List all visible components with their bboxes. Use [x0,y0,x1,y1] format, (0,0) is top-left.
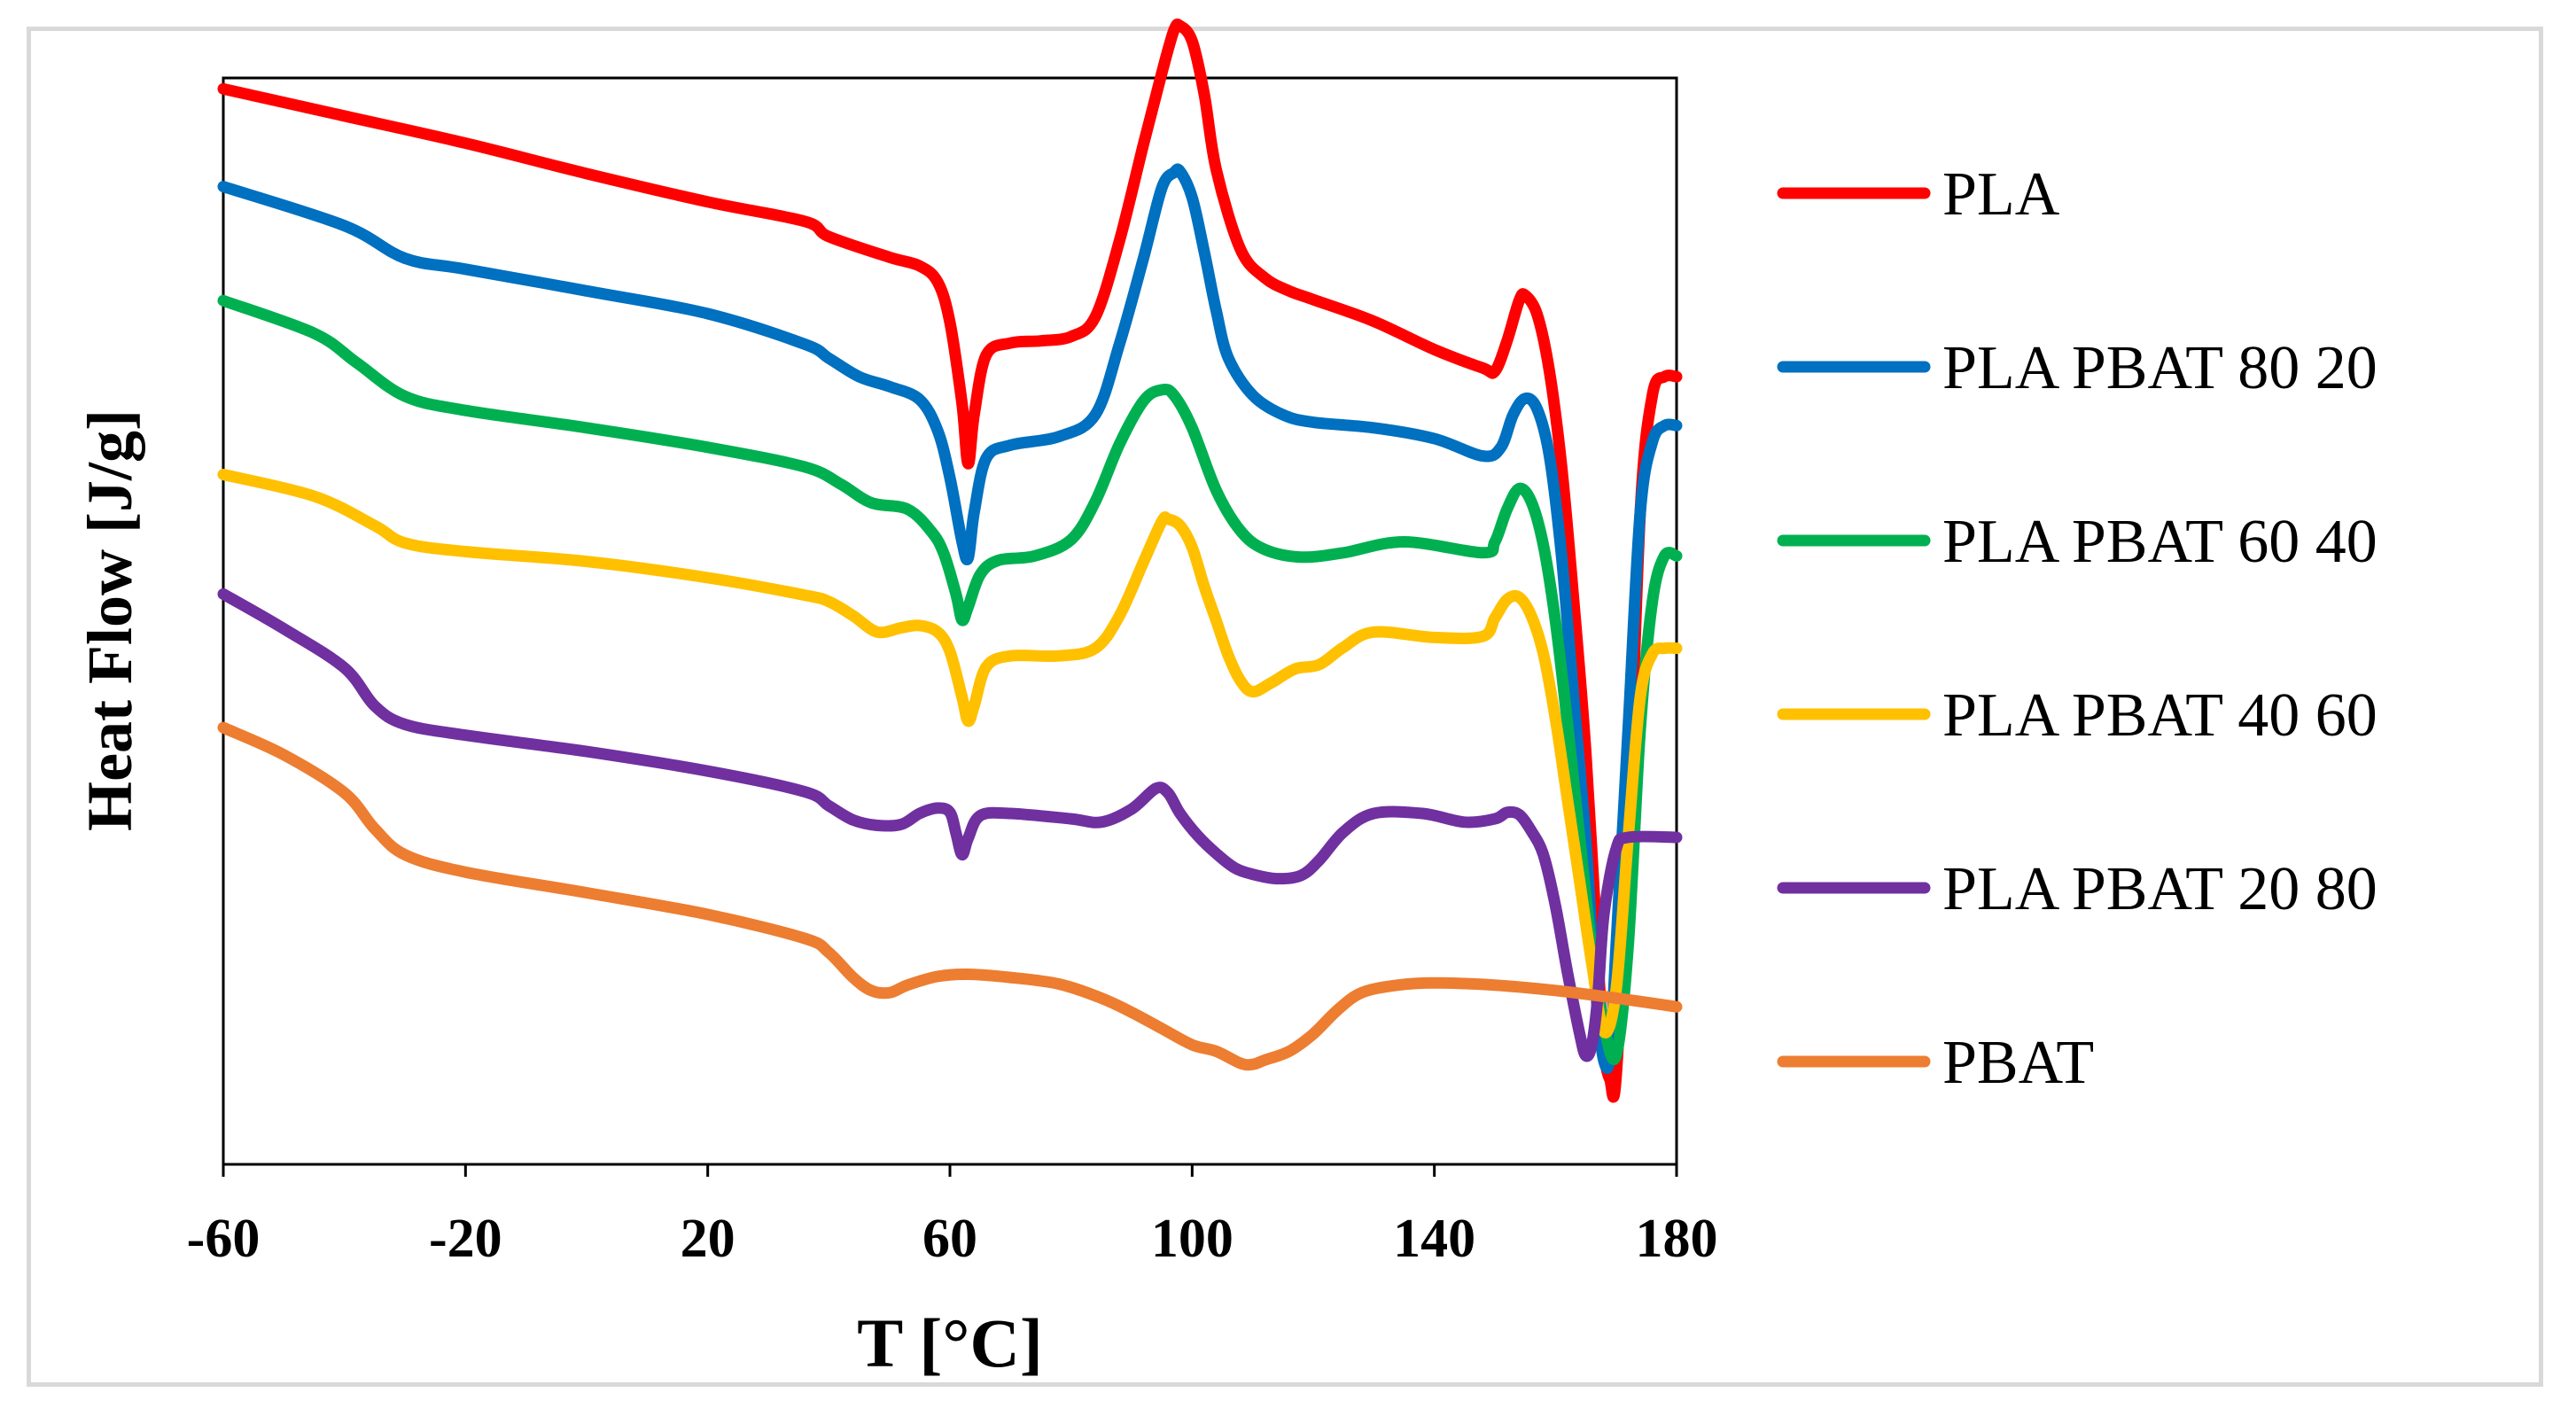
series-line-2 [217,163,1683,1074]
axes: -60 -20 20 60 100 140 180 [187,1164,1718,1269]
x-tick-label: -20 [429,1209,502,1269]
legend-label-4: PLA PBAT 40 60 [1942,681,2378,750]
x-tick-label: 60 [922,1209,977,1269]
y-axis-title: Heat Flow [J/g] [74,409,145,831]
series-line-4 [217,469,1683,1039]
plot-area [222,76,1678,1166]
x-axis-title: T [°C] [857,1304,1043,1381]
legend-label-2: PLA PBAT 80 20 [1942,334,2378,402]
x-tick-label: 20 [681,1209,735,1269]
x-tick-label: 100 [1151,1209,1234,1269]
legend-label-5: PLA PBAT 20 80 [1942,855,2378,923]
x-tick-label: 140 [1393,1209,1475,1269]
legend: PLA PLA PBAT 80 20 PLA PBAT 60 40 PLA PBAT … [1777,160,2378,1097]
x-tick-label: -60 [187,1209,261,1269]
legend-label-3: PLA PBAT 60 40 [1942,508,2378,576]
figure-frame [27,27,2543,1387]
series-lines [217,19,1683,1103]
series-line-5 [217,587,1683,1062]
series-line-6 [217,721,1683,1071]
legend-label-6: PBAT [1942,1029,2094,1097]
x-tick-label: 180 [1636,1209,1718,1269]
series-line-3 [217,294,1683,1065]
legend-label-1: PLA [1942,160,2060,229]
